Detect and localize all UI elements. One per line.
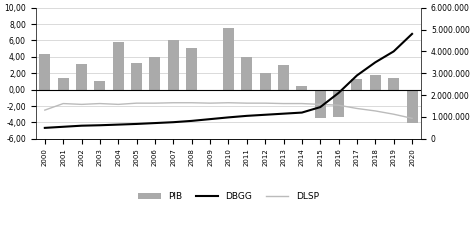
DBGG — [373, 61, 378, 64]
Line: DLSP: DLSP — [45, 103, 412, 118]
Bar — [296, 86, 308, 90]
Bar — [113, 42, 124, 90]
Bar — [260, 73, 271, 90]
DBGG — [79, 124, 84, 127]
DBGG — [116, 123, 121, 126]
DLSP — [318, 103, 323, 106]
DLSP — [391, 113, 397, 116]
DBGG — [299, 111, 305, 114]
Line: DBGG: DBGG — [45, 34, 412, 128]
Bar — [149, 57, 161, 90]
DBGG — [207, 118, 213, 121]
DLSP — [116, 103, 121, 106]
DLSP — [97, 102, 103, 105]
DBGG — [226, 116, 231, 119]
DBGG — [409, 32, 415, 35]
Bar — [94, 81, 105, 90]
Bar — [370, 75, 381, 90]
DLSP — [226, 101, 231, 104]
Bar — [388, 78, 399, 90]
DLSP — [281, 102, 286, 105]
Bar — [58, 78, 69, 90]
Legend: PIB, DBGG, DLSP: PIB, DBGG, DLSP — [135, 189, 322, 205]
DLSP — [409, 117, 415, 120]
Bar — [76, 64, 87, 90]
Bar — [131, 64, 142, 90]
Bar — [168, 40, 179, 90]
DLSP — [189, 101, 194, 104]
DBGG — [391, 50, 397, 53]
DBGG — [171, 121, 176, 124]
Bar — [223, 28, 234, 90]
DBGG — [354, 74, 360, 77]
DBGG — [318, 106, 323, 109]
Bar — [278, 65, 289, 90]
DLSP — [152, 102, 158, 105]
DLSP — [244, 102, 250, 105]
DLSP — [336, 104, 341, 107]
DLSP — [60, 102, 66, 105]
DBGG — [262, 113, 268, 116]
DLSP — [79, 103, 84, 106]
Bar — [351, 79, 363, 90]
DBGG — [134, 123, 139, 125]
Bar — [241, 57, 252, 90]
DLSP — [299, 102, 305, 105]
DBGG — [152, 122, 158, 124]
DLSP — [134, 102, 139, 105]
DLSP — [354, 107, 360, 110]
DBGG — [336, 91, 341, 94]
DBGG — [60, 125, 66, 128]
Bar — [186, 48, 197, 90]
Bar — [39, 54, 50, 90]
DBGG — [42, 127, 48, 129]
DBGG — [281, 112, 286, 115]
Bar — [407, 90, 418, 123]
DBGG — [244, 114, 250, 117]
DBGG — [189, 119, 194, 122]
DLSP — [171, 101, 176, 104]
DLSP — [262, 102, 268, 105]
Bar — [205, 90, 216, 91]
Bar — [333, 90, 344, 117]
DLSP — [373, 109, 378, 112]
DLSP — [42, 109, 48, 112]
DLSP — [207, 102, 213, 105]
Bar — [315, 90, 326, 118]
DBGG — [97, 124, 103, 127]
